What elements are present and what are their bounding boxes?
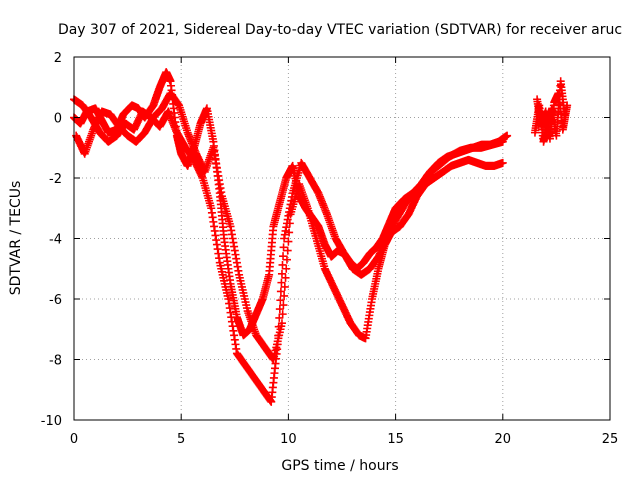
- data-point: [279, 252, 288, 261]
- data-point: [285, 219, 294, 228]
- y-tick-label: 2: [54, 51, 62, 66]
- data-point: [563, 101, 572, 110]
- y-axis-label: SDTVAR / TECUs: [8, 181, 24, 296]
- data-point: [277, 269, 286, 278]
- series-2: [70, 95, 507, 406]
- data-series: [70, 68, 572, 406]
- axis-ticks: 0 5 10 15 20 25 -10 -8 -6 -4 -2 0 2: [41, 51, 619, 447]
- data-point: [278, 310, 287, 319]
- data-point: [279, 243, 288, 252]
- data-point: [282, 255, 291, 264]
- data-point: [280, 282, 289, 291]
- x-tick-label: 25: [602, 432, 619, 447]
- x-tick-label: 0: [70, 432, 78, 447]
- data-point: [275, 305, 284, 314]
- y-tick-label: -6: [49, 293, 62, 308]
- data-point: [277, 319, 286, 328]
- data-point: [281, 273, 290, 282]
- y-tick-label: -4: [49, 233, 62, 248]
- data-point: [498, 137, 507, 146]
- data-point: [283, 246, 292, 255]
- data-point: [277, 278, 286, 287]
- x-tick-label: 20: [495, 432, 512, 447]
- data-point: [282, 264, 291, 273]
- y-tick-label: -8: [49, 354, 62, 369]
- data-point: [280, 291, 289, 300]
- data-point: [503, 131, 512, 140]
- x-tick-label: 10: [280, 432, 297, 447]
- data-point: [284, 237, 293, 246]
- data-point: [276, 296, 285, 305]
- series-3: [72, 89, 507, 364]
- x-tick-label: 5: [177, 432, 185, 447]
- x-tick-label: 15: [387, 432, 404, 447]
- series-5: [533, 89, 572, 143]
- data-point: [276, 287, 285, 296]
- y-tick-label: 0: [54, 112, 62, 127]
- x-axis-label: GPS time / hours: [281, 458, 398, 474]
- data-point: [279, 301, 288, 310]
- chart-title: Day 307 of 2021, Sidereal Day-to-day VTE…: [58, 22, 622, 38]
- data-point: [498, 158, 507, 167]
- data-point: [278, 260, 287, 269]
- data-point: [285, 228, 294, 237]
- y-tick-label: -2: [49, 172, 62, 187]
- y-tick-label: -10: [41, 414, 62, 429]
